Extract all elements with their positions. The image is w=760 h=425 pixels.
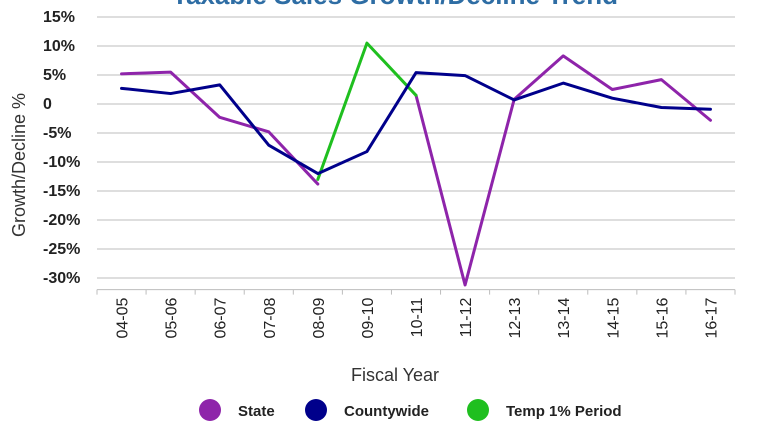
x-axis-ticks: 04-05 05-06 06-07 07-08 08-09 09-10 10-11 11-12… xyxy=(115,297,721,338)
legend-label: State xyxy=(238,403,275,420)
y-tick-label: -20% xyxy=(43,212,80,229)
legend-label: Temp 1% Period xyxy=(506,403,622,420)
x-tick-label: 06-07 xyxy=(213,297,230,338)
legend-marker xyxy=(467,399,489,421)
series-line-state xyxy=(414,54,712,287)
y-tick-label: 15% xyxy=(43,9,75,26)
legend-marker xyxy=(199,399,221,421)
chart-title: Taxable Sales Growth/Decline Trend xyxy=(172,0,618,10)
series-line-countywide xyxy=(120,71,712,176)
y-axis-ticks: 15% 10% 5% 0 -5% -10% -15% -20% -25% -30% xyxy=(43,9,80,287)
x-tick-label: 09-10 xyxy=(360,297,377,338)
y-tick-label: 10% xyxy=(43,38,75,55)
x-tick-label: 11-12 xyxy=(458,297,475,337)
x-tick-label: 13-14 xyxy=(556,297,573,338)
x-tick-label: 16-17 xyxy=(703,297,720,338)
y-tick-label: 0 xyxy=(43,96,52,113)
x-tick-label: 14-15 xyxy=(605,297,622,338)
legend-label: Countywide xyxy=(344,403,429,420)
x-tick-label: 15-16 xyxy=(654,297,671,338)
y-tick-label: -5% xyxy=(43,125,71,142)
series xyxy=(120,41,712,287)
y-tick-label: -10% xyxy=(43,154,80,171)
y-tick-label: -15% xyxy=(43,183,80,200)
legend: State Countywide Temp 1% Period xyxy=(199,399,622,421)
x-tick-label: 10-11 xyxy=(409,297,426,337)
x-axis-title: Fiscal Year xyxy=(351,365,439,385)
y-tick-label: -30% xyxy=(43,270,80,287)
x-tick-label: 07-08 xyxy=(262,297,279,338)
series-line-state xyxy=(120,70,320,186)
y-axis-title: Growth/Decline % xyxy=(9,93,29,237)
y-tick-label: 5% xyxy=(43,67,66,84)
series-line-temp-1-period xyxy=(316,41,418,181)
grid xyxy=(96,16,736,295)
x-tick-label: 05-06 xyxy=(164,297,181,338)
legend-marker xyxy=(305,399,327,421)
x-tick-label: 12-13 xyxy=(507,297,524,338)
y-tick-label: -25% xyxy=(43,241,80,258)
x-tick-label: 04-05 xyxy=(115,297,132,338)
x-tick-label: 08-09 xyxy=(311,297,328,338)
